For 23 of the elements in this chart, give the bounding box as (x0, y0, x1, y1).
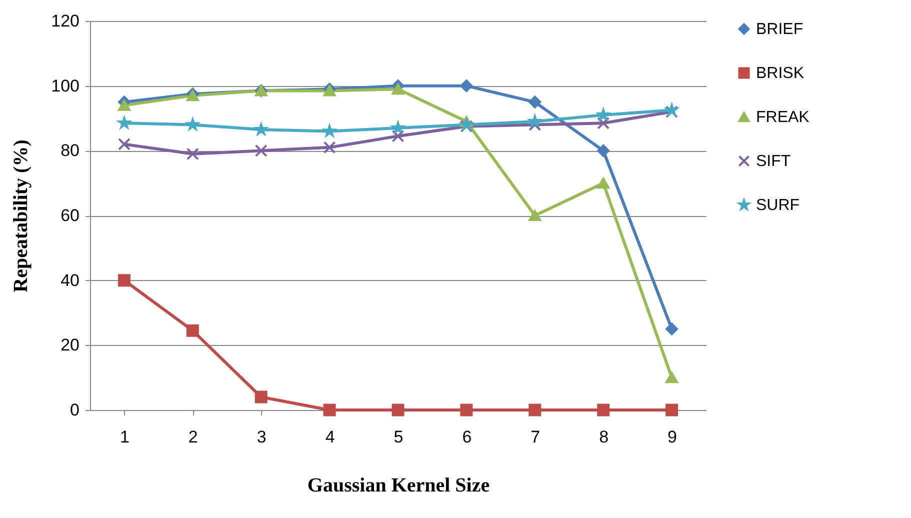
x-tick-label: 6 (462, 428, 472, 446)
x-tick-label: 7 (530, 428, 540, 446)
legend-label: SIFT (756, 153, 791, 170)
x-tick-label: 3 (256, 428, 266, 446)
legend-label: BRISK (756, 65, 804, 82)
x-tick-label: 5 (394, 428, 404, 446)
x-tick-label: 9 (668, 428, 678, 446)
legend-label: SURF (756, 197, 800, 214)
y-tick-label: 100 (51, 76, 80, 96)
y-tick-label: 20 (60, 336, 80, 355)
x-tick-label: 1 (120, 428, 130, 446)
y-tick-label: 40 (60, 270, 80, 290)
legend-label: BRIEF (756, 21, 804, 38)
x-tick-label: 8 (599, 428, 609, 446)
y-tick-label: 0 (70, 400, 80, 420)
y-tick-label: 120 (51, 12, 80, 30)
x-tick-label: 4 (325, 428, 335, 446)
x-axis-title: Gaussian Kernel Size (307, 474, 490, 496)
y-tick-label: 60 (60, 206, 80, 225)
y-tick-label: 80 (60, 141, 80, 160)
x-tick-label: 2 (188, 428, 198, 446)
legend-label: FREAK (756, 109, 810, 126)
y-axis-title: Repeatability (%) (10, 140, 32, 292)
